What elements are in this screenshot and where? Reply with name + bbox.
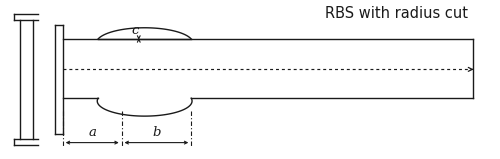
Text: RBS with radius cut: RBS with radius cut: [325, 6, 468, 21]
Text: c: c: [131, 24, 138, 37]
Text: a: a: [88, 127, 96, 139]
Text: b: b: [152, 127, 160, 139]
